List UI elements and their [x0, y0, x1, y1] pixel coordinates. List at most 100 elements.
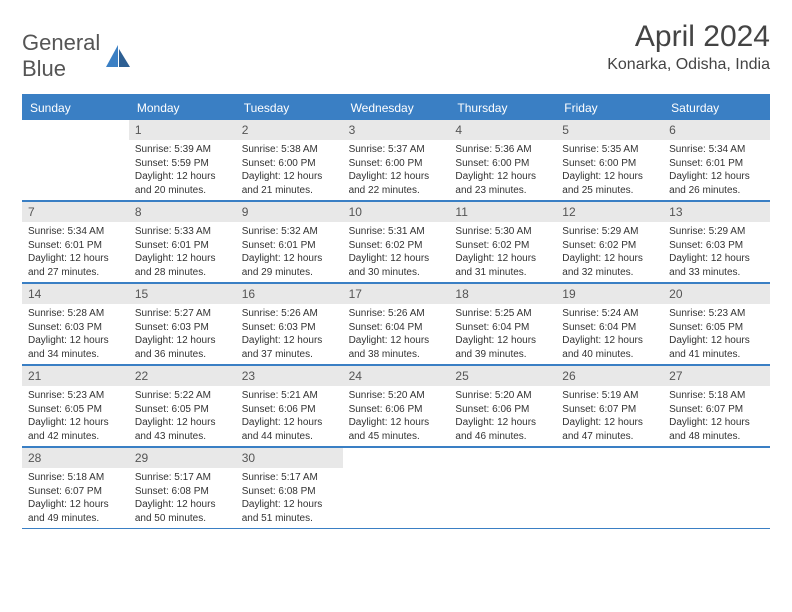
day-info: Sunrise: 5:21 AMSunset: 6:06 PMDaylight:…: [236, 386, 343, 446]
day-cell: 28Sunrise: 5:18 AMSunset: 6:07 PMDayligh…: [22, 448, 129, 528]
day-cell: 13Sunrise: 5:29 AMSunset: 6:03 PMDayligh…: [663, 202, 770, 282]
month-title: April 2024: [607, 20, 770, 54]
sunrise-text: Sunrise: 5:23 AM: [28, 389, 123, 403]
sunset-text: Sunset: 6:03 PM: [669, 239, 764, 253]
weekday-header: Monday: [129, 96, 236, 120]
sunset-text: Sunset: 6:01 PM: [669, 157, 764, 171]
day-cell: [663, 448, 770, 528]
day-cell: [556, 448, 663, 528]
week-row: 7Sunrise: 5:34 AMSunset: 6:01 PMDaylight…: [22, 200, 770, 282]
day-cell: 2Sunrise: 5:38 AMSunset: 6:00 PMDaylight…: [236, 120, 343, 200]
week-row: 14Sunrise: 5:28 AMSunset: 6:03 PMDayligh…: [22, 282, 770, 364]
sunrise-text: Sunrise: 5:34 AM: [669, 143, 764, 157]
title-block: April 2024 Konarka, Odisha, India: [607, 20, 770, 74]
day-cell: 17Sunrise: 5:26 AMSunset: 6:04 PMDayligh…: [343, 284, 450, 364]
day-cell: 30Sunrise: 5:17 AMSunset: 6:08 PMDayligh…: [236, 448, 343, 528]
day-number: 14: [22, 284, 129, 304]
daylight-text: Daylight: 12 hours and 37 minutes.: [242, 334, 337, 361]
day-cell: [449, 448, 556, 528]
day-number: 19: [556, 284, 663, 304]
day-number: 15: [129, 284, 236, 304]
sunset-text: Sunset: 6:02 PM: [455, 239, 550, 253]
sunrise-text: Sunrise: 5:30 AM: [455, 225, 550, 239]
weekday-header: Tuesday: [236, 96, 343, 120]
day-cell: 16Sunrise: 5:26 AMSunset: 6:03 PMDayligh…: [236, 284, 343, 364]
daylight-text: Daylight: 12 hours and 40 minutes.: [562, 334, 657, 361]
day-cell: 26Sunrise: 5:19 AMSunset: 6:07 PMDayligh…: [556, 366, 663, 446]
daylight-text: Daylight: 12 hours and 41 minutes.: [669, 334, 764, 361]
day-cell: 9Sunrise: 5:32 AMSunset: 6:01 PMDaylight…: [236, 202, 343, 282]
logo-text-2: Blue: [22, 56, 66, 81]
day-info: Sunrise: 5:20 AMSunset: 6:06 PMDaylight:…: [343, 386, 450, 446]
day-number: 5: [556, 120, 663, 140]
day-info: Sunrise: 5:34 AMSunset: 6:01 PMDaylight:…: [663, 140, 770, 200]
day-number: 26: [556, 366, 663, 386]
weekday-header: Thursday: [449, 96, 556, 120]
day-info: Sunrise: 5:34 AMSunset: 6:01 PMDaylight:…: [22, 222, 129, 282]
day-number: 23: [236, 366, 343, 386]
weekday-header: Sunday: [22, 96, 129, 120]
day-number: 29: [129, 448, 236, 468]
daylight-text: Daylight: 12 hours and 50 minutes.: [135, 498, 230, 525]
day-info: Sunrise: 5:38 AMSunset: 6:00 PMDaylight:…: [236, 140, 343, 200]
day-info: Sunrise: 5:39 AMSunset: 5:59 PMDaylight:…: [129, 140, 236, 200]
page-header: General Blue April 2024 Konarka, Odisha,…: [22, 20, 770, 82]
day-info: Sunrise: 5:37 AMSunset: 6:00 PMDaylight:…: [343, 140, 450, 200]
daylight-text: Daylight: 12 hours and 20 minutes.: [135, 170, 230, 197]
sunset-text: Sunset: 6:06 PM: [455, 403, 550, 417]
weekday-header: Friday: [556, 96, 663, 120]
daylight-text: Daylight: 12 hours and 38 minutes.: [349, 334, 444, 361]
sunset-text: Sunset: 6:05 PM: [135, 403, 230, 417]
sunrise-text: Sunrise: 5:22 AM: [135, 389, 230, 403]
day-info: Sunrise: 5:25 AMSunset: 6:04 PMDaylight:…: [449, 304, 556, 364]
sunset-text: Sunset: 6:02 PM: [562, 239, 657, 253]
sunrise-text: Sunrise: 5:35 AM: [562, 143, 657, 157]
sunrise-text: Sunrise: 5:27 AM: [135, 307, 230, 321]
day-number: 22: [129, 366, 236, 386]
day-info: Sunrise: 5:33 AMSunset: 6:01 PMDaylight:…: [129, 222, 236, 282]
day-cell: 23Sunrise: 5:21 AMSunset: 6:06 PMDayligh…: [236, 366, 343, 446]
sunset-text: Sunset: 6:08 PM: [242, 485, 337, 499]
day-cell: 25Sunrise: 5:20 AMSunset: 6:06 PMDayligh…: [449, 366, 556, 446]
day-info: Sunrise: 5:36 AMSunset: 6:00 PMDaylight:…: [449, 140, 556, 200]
sunset-text: Sunset: 6:07 PM: [28, 485, 123, 499]
day-number: 30: [236, 448, 343, 468]
daylight-text: Daylight: 12 hours and 34 minutes.: [28, 334, 123, 361]
day-number: [556, 448, 663, 454]
day-info: Sunrise: 5:17 AMSunset: 6:08 PMDaylight:…: [129, 468, 236, 528]
sunrise-text: Sunrise: 5:28 AM: [28, 307, 123, 321]
day-cell: 27Sunrise: 5:18 AMSunset: 6:07 PMDayligh…: [663, 366, 770, 446]
sunset-text: Sunset: 6:00 PM: [562, 157, 657, 171]
day-info: Sunrise: 5:18 AMSunset: 6:07 PMDaylight:…: [663, 386, 770, 446]
sunrise-text: Sunrise: 5:21 AM: [242, 389, 337, 403]
day-number: 28: [22, 448, 129, 468]
day-number: 9: [236, 202, 343, 222]
day-info: Sunrise: 5:17 AMSunset: 6:08 PMDaylight:…: [236, 468, 343, 528]
day-cell: 22Sunrise: 5:22 AMSunset: 6:05 PMDayligh…: [129, 366, 236, 446]
sunset-text: Sunset: 6:06 PM: [349, 403, 444, 417]
sunset-text: Sunset: 6:08 PM: [135, 485, 230, 499]
day-cell: 3Sunrise: 5:37 AMSunset: 6:00 PMDaylight…: [343, 120, 450, 200]
sunrise-text: Sunrise: 5:20 AM: [349, 389, 444, 403]
day-info: Sunrise: 5:19 AMSunset: 6:07 PMDaylight:…: [556, 386, 663, 446]
sunset-text: Sunset: 6:03 PM: [135, 321, 230, 335]
daylight-text: Daylight: 12 hours and 30 minutes.: [349, 252, 444, 279]
day-cell: 15Sunrise: 5:27 AMSunset: 6:03 PMDayligh…: [129, 284, 236, 364]
sunrise-text: Sunrise: 5:38 AM: [242, 143, 337, 157]
day-number: [663, 448, 770, 454]
calendar: SundayMondayTuesdayWednesdayThursdayFrid…: [22, 94, 770, 529]
sunset-text: Sunset: 6:03 PM: [242, 321, 337, 335]
day-info: Sunrise: 5:26 AMSunset: 6:04 PMDaylight:…: [343, 304, 450, 364]
daylight-text: Daylight: 12 hours and 28 minutes.: [135, 252, 230, 279]
sunset-text: Sunset: 6:04 PM: [455, 321, 550, 335]
sunset-text: Sunset: 6:05 PM: [669, 321, 764, 335]
daylight-text: Daylight: 12 hours and 26 minutes.: [669, 170, 764, 197]
sunrise-text: Sunrise: 5:31 AM: [349, 225, 444, 239]
sunrise-text: Sunrise: 5:24 AM: [562, 307, 657, 321]
week-row: 28Sunrise: 5:18 AMSunset: 6:07 PMDayligh…: [22, 446, 770, 528]
day-cell: 19Sunrise: 5:24 AMSunset: 6:04 PMDayligh…: [556, 284, 663, 364]
day-number: 4: [449, 120, 556, 140]
week-row: 1Sunrise: 5:39 AMSunset: 5:59 PMDaylight…: [22, 120, 770, 200]
daylight-text: Daylight: 12 hours and 44 minutes.: [242, 416, 337, 443]
day-cell: 14Sunrise: 5:28 AMSunset: 6:03 PMDayligh…: [22, 284, 129, 364]
